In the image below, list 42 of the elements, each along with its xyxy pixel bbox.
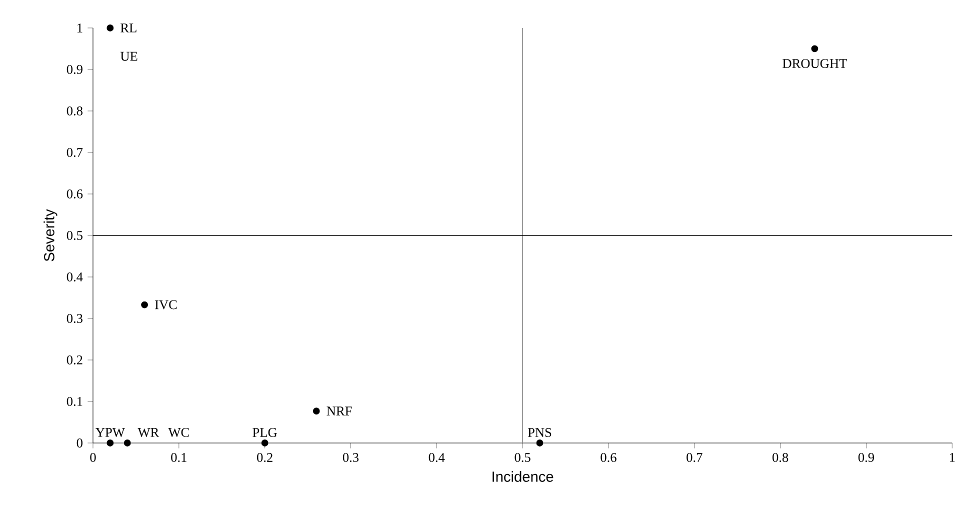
y-tick-label: 0.6 — [66, 189, 83, 198]
y-tick-label: 1 — [78, 23, 82, 32]
y-tick-label: 0.8 — [66, 106, 82, 116]
annotation: PNS — [528, 428, 552, 437]
point — [106, 439, 114, 446]
x-tick-label: 0.1 — [171, 452, 186, 462]
annotation: RL — [120, 24, 136, 32]
point — [811, 45, 818, 52]
annotation: PLG — [252, 428, 277, 437]
y-tick-label: 0.4 — [66, 272, 83, 282]
annotation: DROUGHT — [782, 59, 847, 68]
annotation: IVC — [155, 300, 177, 310]
x-tick-label: 0.3 — [342, 452, 359, 462]
x-tick-label: 1 — [950, 452, 955, 462]
annotation: YPW — [96, 428, 125, 437]
x-tick-label: 0.6 — [600, 452, 616, 462]
y-tick-label: 0 — [76, 438, 82, 448]
x-tick-label: 0 — [90, 452, 96, 462]
annotation: UE — [120, 52, 138, 61]
y-tick-label: 0.7 — [66, 148, 83, 157]
point — [141, 301, 148, 308]
point — [124, 439, 131, 446]
x-axis-title: Incidence — [492, 471, 554, 482]
y-axis-title: Severity — [44, 209, 58, 262]
annotation: WC — [168, 428, 189, 437]
point — [261, 439, 268, 446]
y-tick-label: 0.9 — [66, 64, 82, 74]
annotation: NRF — [326, 406, 352, 416]
x-tick-label: 0.5 — [514, 452, 530, 462]
point — [536, 439, 544, 446]
x-tick-label: 0.2 — [257, 452, 272, 462]
x-tick-label: 0.4 — [428, 452, 445, 462]
y-tick-label: 0.5 — [66, 230, 82, 240]
y-tick-label: 0.1 — [66, 396, 82, 406]
point — [312, 408, 320, 414]
x-tick-label: 0.9 — [858, 452, 874, 462]
point — [106, 24, 114, 32]
x-tick-label: 0.7 — [686, 452, 702, 462]
y-tick-label: 0.2 — [66, 355, 82, 364]
y-tick-label: 0.3 — [66, 314, 82, 323]
annotation: WR — [138, 428, 160, 437]
x-tick-label: 0.8 — [772, 452, 788, 462]
